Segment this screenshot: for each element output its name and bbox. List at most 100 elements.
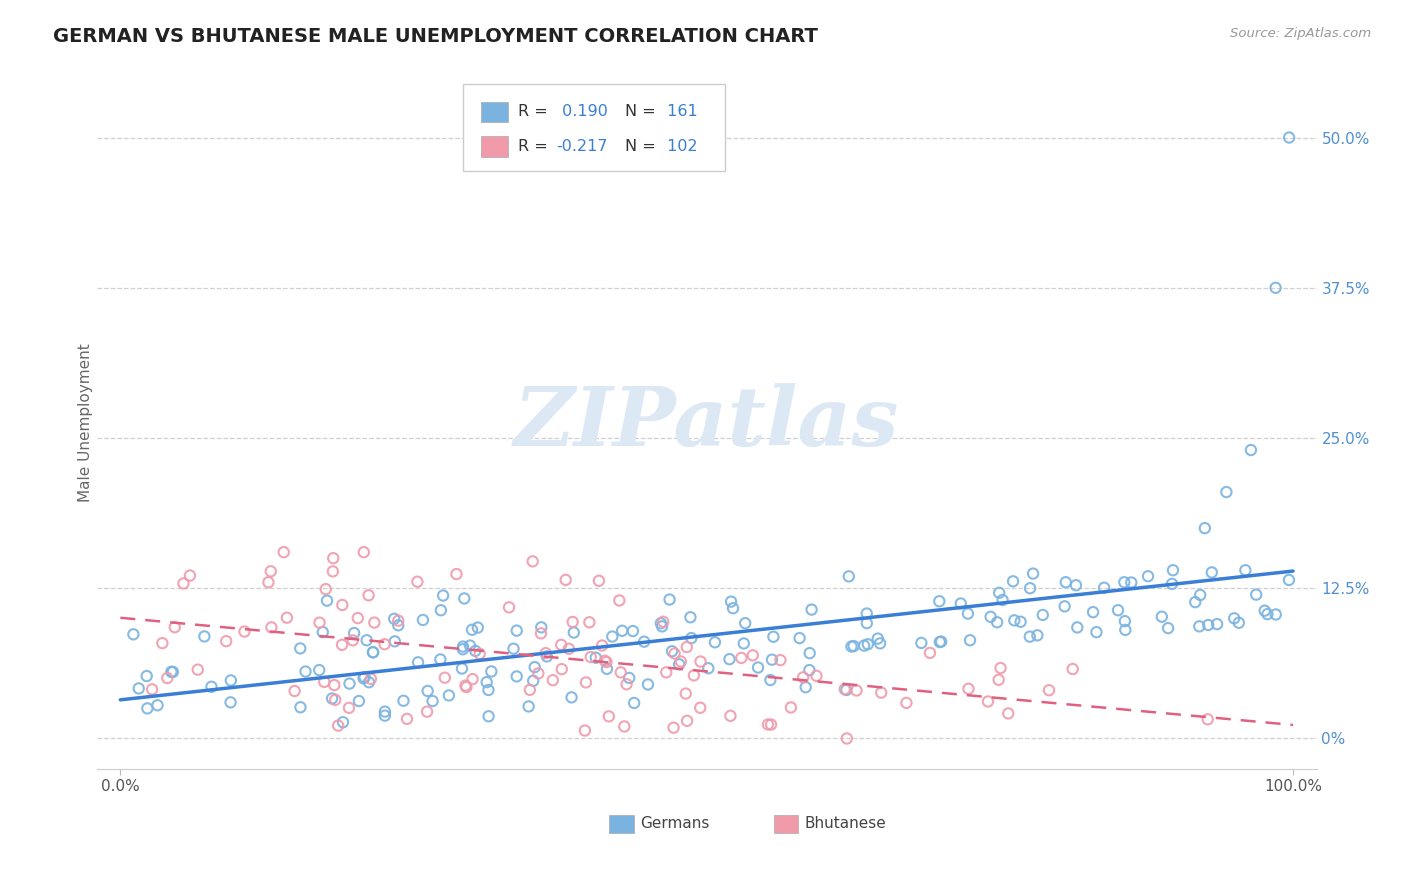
Point (141, 682, 163, 697)
Point (683, 668, 706, 682)
Point (929, 634, 952, 648)
Text: ZIPatlas: ZIPatlas (515, 383, 900, 463)
Point (1002, 574, 1025, 589)
Point (406, 574, 429, 589)
Point (343, 626, 366, 640)
Point (997, 706, 1019, 721)
Point (761, 653, 783, 667)
Point (1189, 588, 1212, 602)
Point (1092, 581, 1115, 595)
Point (1053, 599, 1076, 614)
Point (498, 600, 520, 615)
Point (720, 708, 742, 723)
Point (342, 633, 364, 648)
Point (554, 573, 576, 587)
Point (856, 637, 879, 651)
Point (406, 656, 429, 670)
Point (561, 690, 583, 705)
Text: Germans: Germans (640, 816, 709, 831)
Point (316, 593, 339, 607)
Point (841, 640, 863, 654)
Point (838, 569, 860, 583)
Point (456, 680, 478, 694)
Point (1066, 620, 1088, 634)
Point (273, 545, 295, 559)
Point (759, 717, 782, 731)
Point (675, 687, 697, 701)
Point (437, 689, 460, 703)
Point (799, 663, 821, 677)
Point (1201, 566, 1223, 580)
Point (578, 615, 600, 630)
Point (558, 641, 581, 656)
Point (1026, 628, 1049, 642)
Point (1114, 575, 1136, 590)
Point (689, 655, 711, 669)
Point (928, 594, 950, 608)
Point (655, 665, 678, 680)
Point (519, 682, 541, 697)
Point (574, 723, 596, 738)
Point (446, 567, 468, 582)
Point (928, 635, 950, 649)
Point (987, 673, 1010, 687)
Point (561, 615, 583, 629)
Point (853, 639, 876, 653)
Point (619, 671, 641, 685)
Point (374, 705, 396, 719)
Point (522, 554, 544, 568)
Point (308, 663, 330, 677)
FancyBboxPatch shape (463, 85, 725, 170)
Point (200, 680, 222, 694)
Point (412, 613, 434, 627)
Point (610, 665, 633, 680)
Point (1223, 611, 1246, 625)
Text: Bhutanese: Bhutanese (804, 816, 886, 831)
Point (1256, 607, 1278, 621)
Point (517, 699, 540, 714)
Point (986, 615, 1008, 630)
Point (353, 671, 375, 685)
Point (193, 629, 215, 643)
Point (676, 714, 699, 728)
Point (1278, 130, 1301, 145)
Point (1062, 662, 1084, 676)
Point (609, 593, 631, 607)
Point (361, 645, 384, 659)
Text: N =: N = (626, 104, 661, 120)
Point (918, 646, 941, 660)
Point (794, 680, 817, 694)
Point (478, 709, 501, 723)
Point (866, 632, 889, 646)
Text: GERMAN VS BHUTANESE MALE UNEMPLOYMENT CORRELATION CHART: GERMAN VS BHUTANESE MALE UNEMPLOYMENT CO… (53, 27, 818, 45)
Point (357, 588, 380, 602)
Point (1278, 573, 1301, 587)
Point (799, 646, 821, 660)
Point (588, 574, 610, 588)
Point (1019, 581, 1042, 595)
Y-axis label: Male Unemployment: Male Unemployment (79, 343, 93, 502)
Point (651, 619, 673, 633)
Point (1197, 712, 1219, 726)
Point (505, 669, 527, 683)
Point (353, 670, 375, 684)
Point (658, 592, 681, 607)
Point (314, 674, 336, 689)
Point (621, 624, 644, 638)
Point (468, 647, 491, 661)
Point (1038, 683, 1060, 698)
Point (1114, 614, 1136, 628)
Point (475, 675, 498, 690)
Point (156, 671, 179, 685)
Point (284, 684, 307, 698)
Point (1188, 619, 1211, 633)
Point (326, 718, 349, 732)
Point (870, 685, 893, 699)
Point (451, 661, 474, 675)
Point (323, 693, 346, 707)
Point (662, 721, 685, 735)
Point (1137, 569, 1160, 583)
Point (276, 610, 298, 624)
Point (613, 719, 636, 733)
Point (806, 669, 828, 683)
